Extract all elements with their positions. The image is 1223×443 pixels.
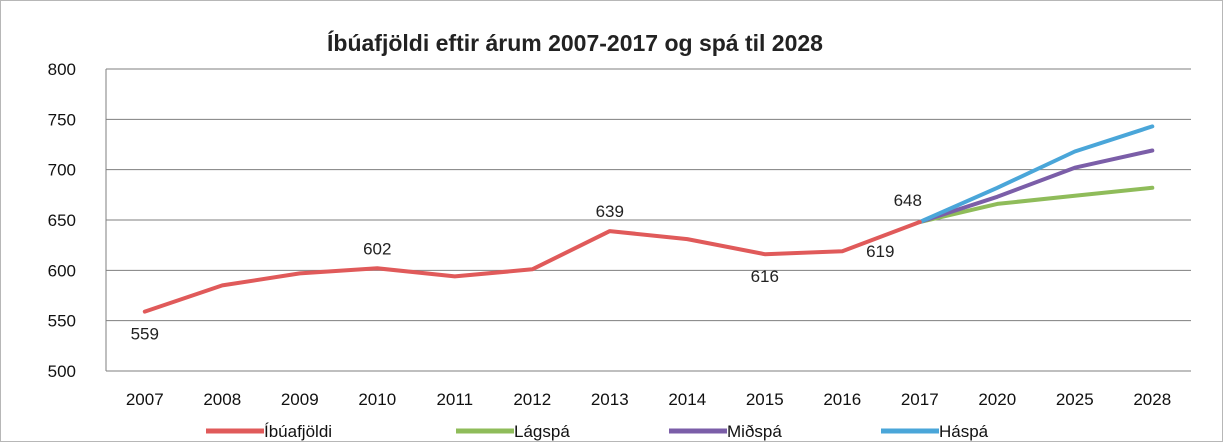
legend-label: Miðspá xyxy=(727,422,782,441)
y-tick-label: 550 xyxy=(48,312,76,331)
x-tick-label: 2012 xyxy=(513,390,551,409)
x-tick-label: 2009 xyxy=(281,390,319,409)
y-tick-label: 750 xyxy=(48,110,76,129)
series-line-1 xyxy=(917,185,1155,224)
series-layer xyxy=(142,124,1155,314)
data-label: 559 xyxy=(131,325,159,344)
x-tick-label: 2017 xyxy=(901,390,939,409)
data-label: 619 xyxy=(866,242,894,261)
chart-title: Íbúafjöldi eftir árum 2007-2017 og spá t… xyxy=(327,29,823,56)
legend-label: Háspá xyxy=(939,422,989,441)
x-tick-label: 2015 xyxy=(746,390,784,409)
data-label: 616 xyxy=(751,267,779,286)
x-axis-ticks: 2007 2008 2009 2010 2011 2012 2013 2014 2015 2016… xyxy=(126,390,1171,409)
x-tick-label: 2016 xyxy=(823,390,861,409)
legend: Íbúafjöldi Lágspá Miðspá Háspá xyxy=(206,422,989,441)
x-tick-label: 2028 xyxy=(1133,390,1171,409)
series-line-2 xyxy=(917,148,1155,224)
x-tick-label: 2007 xyxy=(126,390,164,409)
x-tick-label: 2010 xyxy=(358,390,396,409)
x-tick-label: 2013 xyxy=(591,390,629,409)
x-tick-label: 2008 xyxy=(203,390,241,409)
series-line-3 xyxy=(917,124,1155,224)
y-tick-label: 500 xyxy=(48,362,76,381)
data-label: 648 xyxy=(894,191,922,210)
y-tick-label: 600 xyxy=(48,261,76,280)
data-label: 602 xyxy=(363,239,391,258)
legend-label: Lágspá xyxy=(514,422,570,441)
x-tick-label: 2020 xyxy=(978,390,1016,409)
x-tick-label: 2014 xyxy=(668,390,706,409)
y-tick-label: 700 xyxy=(48,161,76,180)
y-tick-label: 650 xyxy=(48,211,76,230)
data-label: 639 xyxy=(596,202,624,221)
y-tick-label: 800 xyxy=(48,60,76,79)
data-labels: 559 602 639 616 619 648 xyxy=(131,191,922,344)
grid-layer xyxy=(105,68,1191,372)
x-tick-label: 2025 xyxy=(1056,390,1094,409)
y-axis-ticks: 500 550 600 650 700 750 800 xyxy=(48,60,76,381)
series-line-0 xyxy=(142,220,922,314)
legend-label: Íbúafjöldi xyxy=(264,422,332,441)
x-tick-label: 2011 xyxy=(436,390,473,409)
